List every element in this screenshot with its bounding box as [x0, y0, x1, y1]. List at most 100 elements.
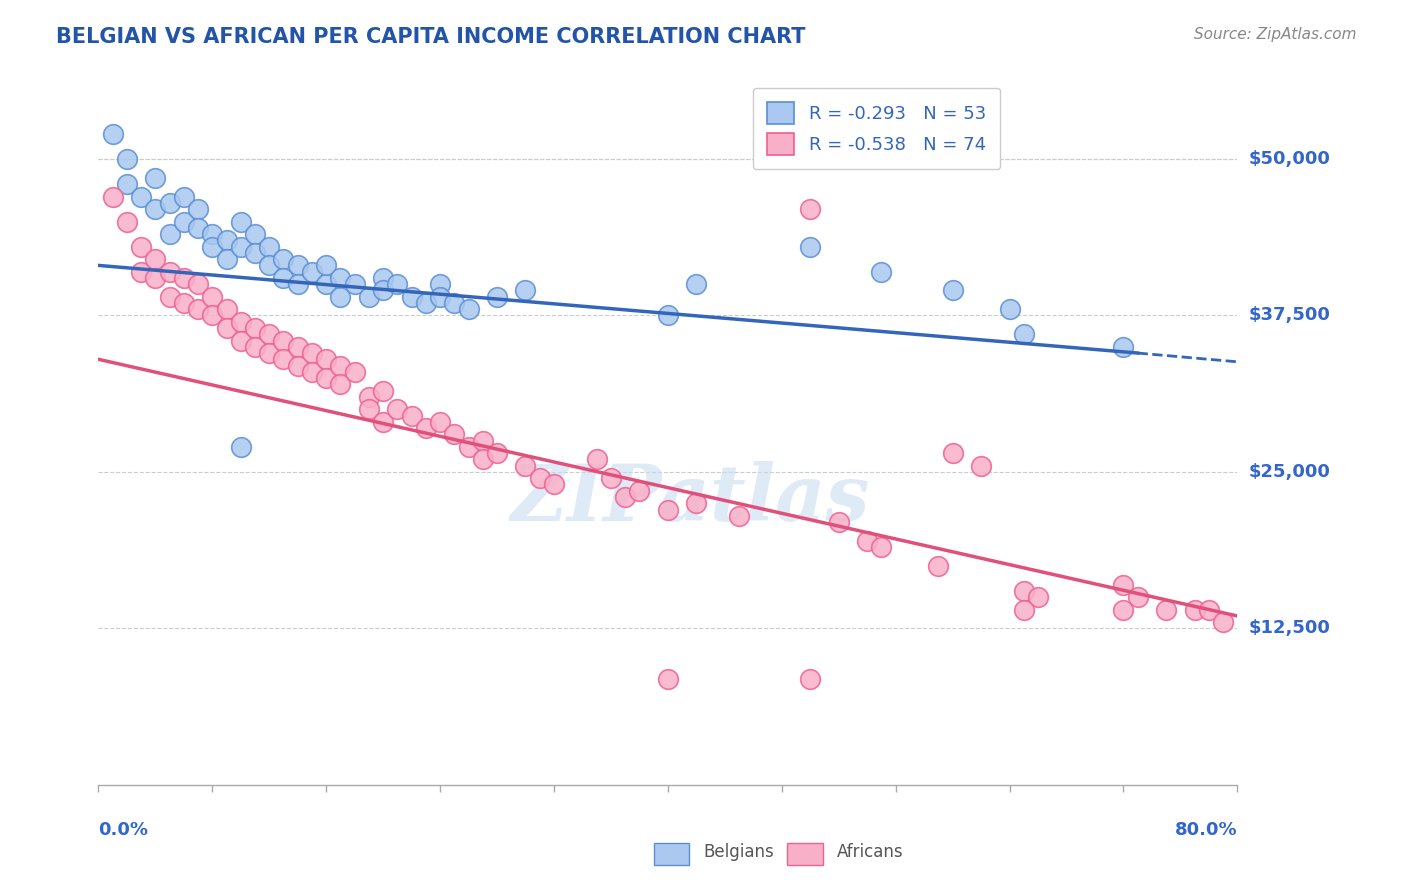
Text: $37,500: $37,500	[1249, 307, 1330, 325]
Point	[273, 252, 295, 267]
Point	[315, 371, 337, 385]
Point	[159, 265, 181, 279]
Point	[529, 471, 551, 485]
Point	[657, 502, 679, 516]
Point	[145, 202, 167, 216]
Text: Source: ZipAtlas.com: Source: ZipAtlas.com	[1194, 27, 1357, 42]
Point	[287, 277, 309, 292]
Point	[628, 483, 651, 498]
Point	[187, 202, 209, 216]
Text: ZIPatlas: ZIPatlas	[510, 461, 870, 538]
Point	[357, 390, 380, 404]
Point	[215, 233, 238, 247]
Point	[1198, 603, 1220, 617]
Point	[145, 252, 167, 267]
Point	[187, 302, 209, 317]
Point	[685, 277, 707, 292]
Point	[486, 290, 509, 304]
Point	[657, 309, 679, 323]
Point	[728, 508, 751, 523]
Point	[145, 271, 167, 285]
Point	[373, 384, 395, 398]
Point	[799, 672, 821, 686]
Point	[1112, 577, 1135, 591]
Point	[443, 427, 465, 442]
Point	[287, 259, 309, 273]
Point	[429, 277, 451, 292]
Point	[173, 214, 195, 228]
Point	[115, 177, 138, 191]
Point	[515, 284, 537, 298]
Point	[159, 290, 181, 304]
Point	[159, 195, 181, 210]
Point	[799, 239, 821, 253]
Point	[1112, 340, 1135, 354]
Point	[243, 246, 266, 260]
Point	[357, 290, 380, 304]
Point	[415, 296, 437, 310]
Point	[1012, 327, 1035, 342]
Point	[373, 284, 395, 298]
Point	[998, 302, 1021, 317]
Point	[101, 127, 124, 141]
Point	[287, 359, 309, 373]
Point	[187, 220, 209, 235]
Point	[1212, 615, 1234, 630]
Point	[259, 239, 281, 253]
Point	[543, 477, 565, 491]
Point	[373, 271, 395, 285]
Text: $50,000: $50,000	[1249, 150, 1330, 168]
Text: BELGIAN VS AFRICAN PER CAPITA INCOME CORRELATION CHART: BELGIAN VS AFRICAN PER CAPITA INCOME COR…	[56, 27, 806, 46]
Point	[429, 415, 451, 429]
Point	[201, 290, 224, 304]
Point	[229, 440, 252, 454]
Point	[443, 296, 465, 310]
Point	[201, 227, 224, 241]
Point	[1026, 590, 1049, 604]
Point	[970, 458, 993, 473]
Point	[229, 315, 252, 329]
Point	[329, 377, 352, 392]
Point	[942, 284, 965, 298]
Point	[685, 496, 707, 510]
Point	[115, 214, 138, 228]
Point	[585, 452, 607, 467]
Point	[329, 290, 352, 304]
Point	[229, 334, 252, 348]
Text: $12,500: $12,500	[1249, 619, 1330, 638]
Point	[1154, 603, 1177, 617]
Point	[486, 446, 509, 460]
Point	[856, 533, 879, 548]
Point	[329, 271, 352, 285]
Point	[129, 239, 152, 253]
Point	[457, 440, 479, 454]
Point	[215, 252, 238, 267]
Point	[799, 202, 821, 216]
Point	[173, 189, 195, 203]
Point	[429, 290, 451, 304]
Point	[201, 309, 224, 323]
Point	[1112, 603, 1135, 617]
Point	[401, 409, 423, 423]
Point	[273, 271, 295, 285]
Point	[301, 365, 323, 379]
Point	[614, 490, 637, 504]
Point	[315, 352, 337, 367]
Point	[187, 277, 209, 292]
Point	[201, 239, 224, 253]
Text: 80.0%: 80.0%	[1174, 821, 1237, 838]
Text: Belgians: Belgians	[703, 843, 773, 861]
Point	[471, 434, 494, 448]
Point	[870, 540, 893, 554]
Point	[329, 359, 352, 373]
Point	[1012, 603, 1035, 617]
Point	[942, 446, 965, 460]
Point	[343, 365, 366, 379]
Point	[457, 302, 479, 317]
Point	[600, 471, 623, 485]
Point	[870, 265, 893, 279]
Point	[357, 402, 380, 417]
Point	[657, 672, 679, 686]
Point	[215, 321, 238, 335]
Point	[387, 402, 409, 417]
